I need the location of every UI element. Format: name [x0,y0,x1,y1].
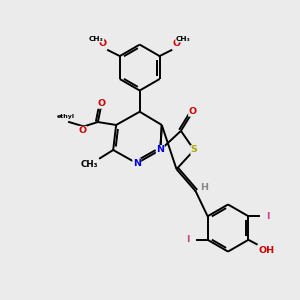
Text: CH₃: CH₃ [89,36,104,42]
Text: I: I [186,235,190,244]
Text: CH₃: CH₃ [176,36,190,42]
Text: N: N [133,159,141,168]
Text: I: I [266,212,270,221]
Text: OH: OH [259,246,275,255]
Text: H: H [200,183,208,192]
Text: O: O [172,39,180,48]
Text: O: O [99,39,107,48]
Text: O: O [78,126,86,135]
Text: O: O [98,99,106,108]
Text: S: S [191,146,197,154]
Text: N: N [156,146,164,154]
Text: ethyl: ethyl [56,114,74,119]
Text: O: O [189,107,197,116]
Text: CH₃: CH₃ [80,160,98,169]
